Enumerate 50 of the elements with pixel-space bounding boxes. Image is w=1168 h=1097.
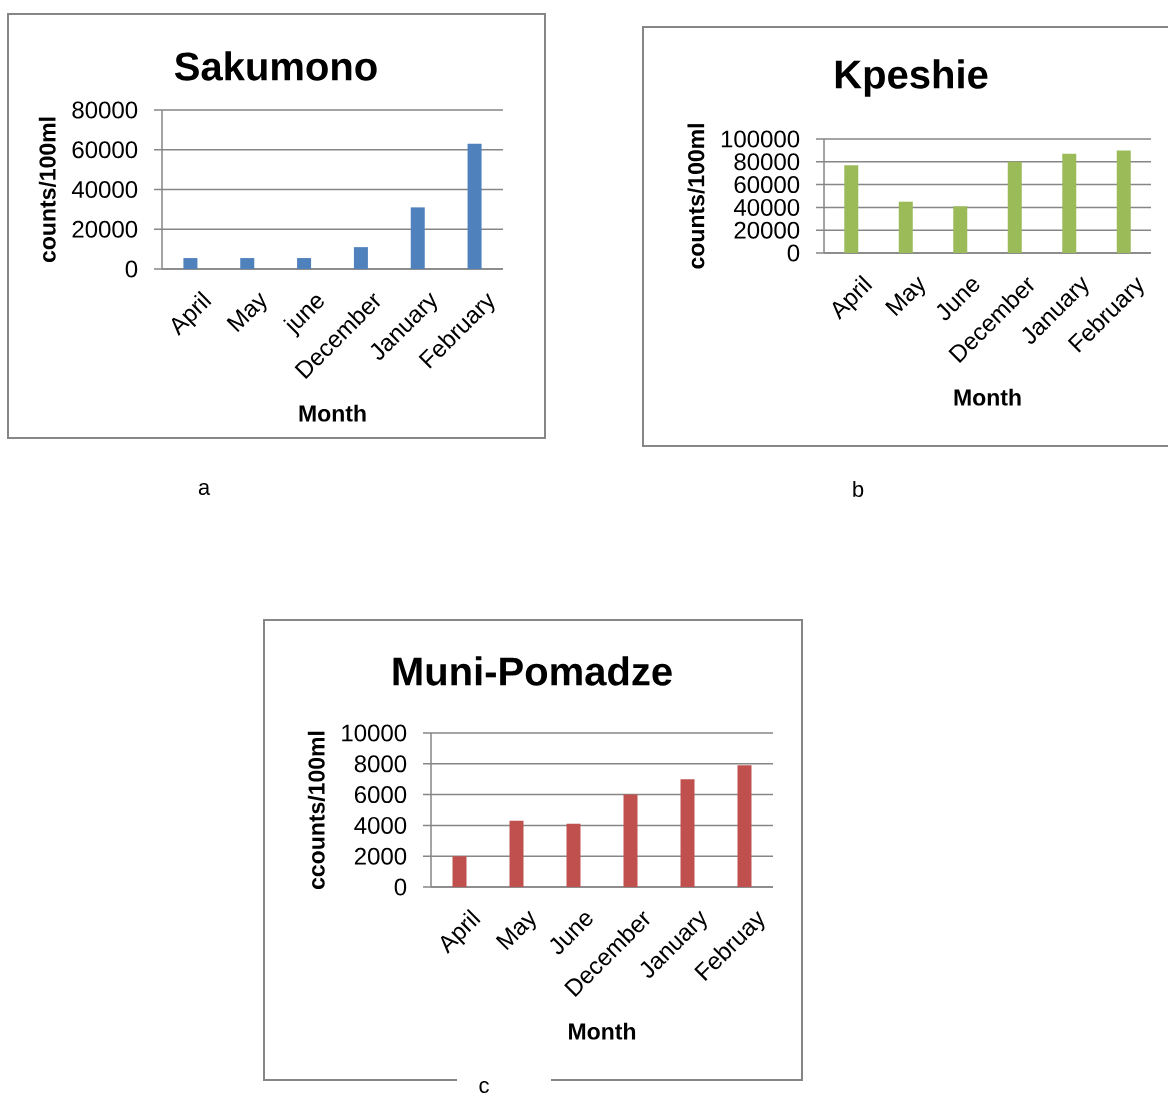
- y-tick-label: 8000: [354, 755, 407, 773]
- bar: [898, 201, 913, 253]
- y-tick-label: 0: [125, 260, 138, 278]
- x-axis-title: Month: [299, 404, 366, 422]
- text: c: [479, 1080, 489, 1094]
- x-axis-title: Month: [569, 1022, 636, 1040]
- text: b: [853, 480, 864, 498]
- y-axis-title: counts/100ml: [38, 117, 56, 263]
- bar: [680, 779, 695, 887]
- bar: [509, 820, 524, 887]
- y-tick-label: 0: [394, 878, 407, 896]
- text: a: [198, 482, 211, 496]
- bar: [297, 258, 312, 269]
- chart-title: Muni-Pomadze: [393, 656, 672, 686]
- bar: [240, 258, 255, 269]
- y-tick-label: 2000: [354, 847, 407, 865]
- bar: [566, 823, 581, 887]
- bar: [737, 765, 752, 887]
- bar: [467, 143, 482, 269]
- y-axis-title: counts/100ml: [687, 124, 705, 269]
- y-tick-label: 60000: [72, 141, 138, 159]
- bar: [452, 856, 467, 887]
- y-tick-label: 100000: [721, 130, 800, 148]
- x-axis-title: Month: [954, 388, 1021, 406]
- bar: [183, 258, 198, 269]
- y-tick-label: 40000: [71, 181, 138, 198]
- bar: [1007, 161, 1022, 253]
- y-tick-label: 20000: [72, 220, 138, 238]
- y-tick-label: 0: [787, 244, 800, 262]
- x-tick-label: May: [495, 910, 536, 951]
- y-axis-title: ccounts/100ml: [307, 731, 325, 890]
- bar: [353, 247, 368, 269]
- chart-title: Sakumono: [174, 51, 377, 81]
- x-tick-label: May: [884, 276, 926, 317]
- y-tick-label: 4000: [354, 816, 407, 834]
- y-tick-label: 80000: [72, 101, 138, 119]
- y-tick-label: 10000: [342, 724, 407, 742]
- y-tick-label: 60000: [734, 176, 800, 194]
- bar: [1116, 150, 1131, 253]
- bar: [410, 207, 425, 269]
- bar: [844, 165, 859, 253]
- chart-title: Kpeshie: [835, 59, 988, 97]
- x-tick-label: May: [226, 292, 267, 333]
- y-tick-label: 20000: [734, 221, 800, 239]
- y-tick-label: 40000: [733, 198, 800, 216]
- bar: [1062, 153, 1077, 253]
- y-tick-label: 6000: [354, 786, 407, 804]
- y-tick-label: 80000: [734, 153, 800, 171]
- bar: [623, 794, 638, 887]
- bar: [953, 206, 968, 253]
